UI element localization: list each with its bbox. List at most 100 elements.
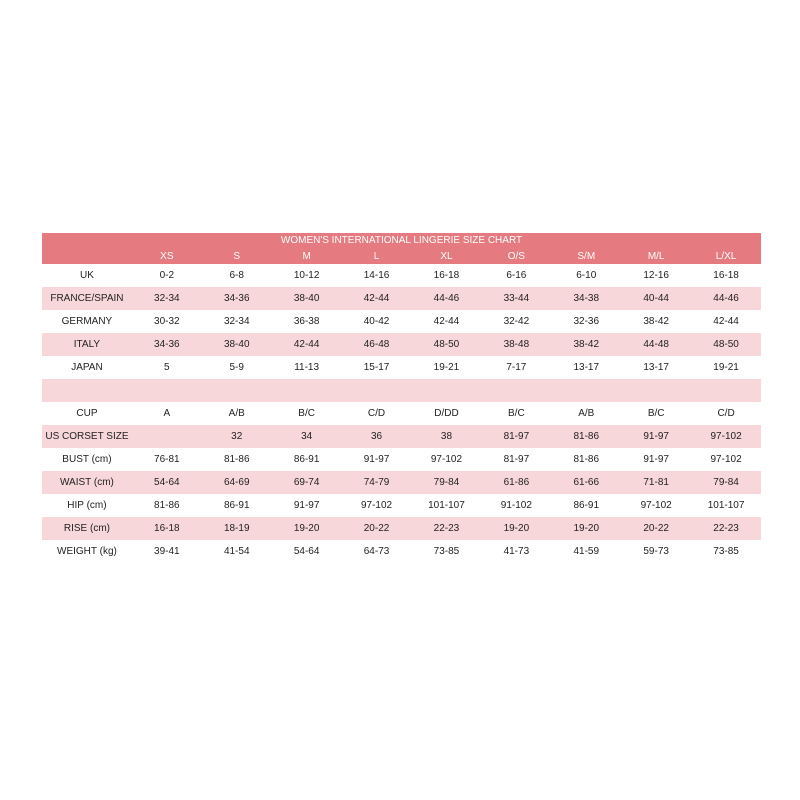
size-header-row: XS S M L XL O/S S/M M/L L/XL [42,248,761,264]
table-cell: 97-102 [360,500,393,511]
table-row: BUST (cm) 76-81 81-86 86-91 91-97 97-102 81-97… [42,448,761,471]
table-row: WAIST (cm) 54-64 64-69 69-74 74-79 79-84 61-86… [42,471,761,494]
table-cell: D/DD [434,408,459,419]
table-cell: 59-73 [643,546,669,557]
table-cell: 36-38 [293,316,320,327]
table-cell: 44-46 [713,293,739,304]
table-row: GERMANY 30-32 32-34 36-38 40-42 42-44 32-42 32-… [42,310,761,333]
table-cell: 40-42 [363,316,390,327]
table-row: US CORSET SIZE 32 34 36 38 81-97 81-86 91-97 97-… [42,425,761,448]
table-cell: 44-46 [433,293,460,304]
table-cell: 61-66 [573,477,600,488]
table-row: HIP (cm) 81-86 86-91 91-97 97-102 101-107 91-1… [42,494,761,517]
table-cell: 14-16 [363,270,390,281]
table-cell: 39-41 [154,546,180,557]
row-label: HIP (cm) [67,500,107,511]
size-chart-table: WOMEN'S INTERNATIONAL LINGERIE SIZE CHAR… [42,233,761,563]
table-cell: C/D [367,408,386,419]
table-cell: B/C [508,408,525,419]
table-cell: C/D [717,408,735,419]
row-label: UK [79,270,94,281]
table-cell: 19-21 [713,362,739,373]
table-cell: A [163,408,171,419]
table-cell: 15-17 [363,362,390,373]
table-cell: B/C [298,408,315,419]
table-cell: 32 [231,431,243,442]
row-label: CUP [76,408,98,419]
table-cell: 91-102 [500,500,532,511]
table-cell: 81-86 [154,500,180,511]
table-cell: 91-97 [293,500,320,511]
table-cell: 32-36 [573,316,600,327]
table-cell: 69-74 [293,477,320,488]
table-cell: A/B [578,408,595,419]
table-cell: 86-91 [573,500,600,511]
table-cell: A/B [228,408,245,419]
table-cell: 81-86 [223,454,250,465]
table-cell: 86-91 [223,500,250,511]
table-cell: 42-44 [363,293,390,304]
table-cell: 5 [164,362,170,373]
table-cell: 42-44 [713,316,739,327]
table-cell: 42-44 [433,316,460,327]
table-row: RISE (cm) 16-18 18-19 19-20 20-22 22-23 19-20 1… [42,517,761,540]
row-label: ITALY [73,339,101,350]
table-cell: 38-42 [643,316,669,327]
table-cell: 42-44 [293,339,320,350]
row-label: WEIGHT (kg) [57,546,117,557]
table-row: JAPAN 5 5-9 11-13 15-17 19-21 7-17 13-17 13-17 19… [42,356,761,379]
table-cell: 101-107 [428,500,465,511]
table-cell: 76-81 [154,454,180,465]
table-cell: B/C [647,408,665,419]
size-header-cell: O/S [507,250,525,262]
table-cell: 61-86 [503,477,530,488]
table-cell: 6-10 [576,270,597,281]
table-cell: 10-12 [293,270,320,281]
table-cell: 19-20 [573,523,600,534]
table-cell: 81-97 [503,431,530,442]
table-cell: 34 [301,431,313,442]
table-row [42,379,761,402]
table-cell: 33-44 [503,293,530,304]
table-cell: 16-18 [154,523,180,534]
table-cell: 38-40 [223,339,250,350]
table-cell: 36 [370,431,383,442]
size-header-cell: L [373,250,380,262]
table-cell: 54-64 [154,477,180,488]
table-cell: 97-102 [710,431,742,442]
table-cell: 41-54 [223,546,250,557]
table-cell: 48-50 [433,339,460,350]
size-header-cell: XS [160,250,174,262]
row-label: JAPAN [71,362,103,373]
table-cell: 97-102 [640,500,672,511]
table-row: CUP A A/B B/C C/D D/DD B/C A/B B/C C/D [42,402,761,425]
table-cell: 32-42 [503,316,530,327]
table-cell: 19-20 [503,523,530,534]
size-header-cell: M/L [647,250,665,262]
table-cell: 91-97 [643,431,669,442]
table-cell: 64-69 [223,477,250,488]
table-cell: 16-18 [433,270,460,281]
table-cell: 13-17 [573,362,600,373]
table-cell: 18-19 [223,523,250,534]
table-cell: 46-48 [363,339,390,350]
table-cell: 11-13 [294,362,320,373]
table-body: UK 0-2 6-8 10-12 14-16 16-18 6-16 6-10 12-16 16-1… [42,264,761,563]
table-cell: 6-8 [229,270,244,281]
table-cell: 32-34 [154,293,180,304]
table-cell: 40-44 [643,293,669,304]
size-header-cell: S/M [577,250,596,262]
table-cell: 44-48 [643,339,669,350]
table-cell: 101-107 [707,500,745,511]
table-cell: 74-79 [363,477,390,488]
row-label: WAIST (cm) [59,477,114,488]
table-cell: 13-17 [643,362,669,373]
table-cell: 7-17 [506,362,527,373]
table-cell: 91-97 [363,454,390,465]
table-cell: 97-102 [710,454,742,465]
table-row: UK 0-2 6-8 10-12 14-16 16-18 6-16 6-10 12-16 16-1… [42,264,761,287]
row-label: US CORSET SIZE [45,431,129,442]
chart-title: WOMEN'S INTERNATIONAL LINGERIE SIZE CHAR… [42,233,761,248]
size-header-cell: XL [440,250,453,262]
size-header-cell: L/XL [715,250,737,262]
